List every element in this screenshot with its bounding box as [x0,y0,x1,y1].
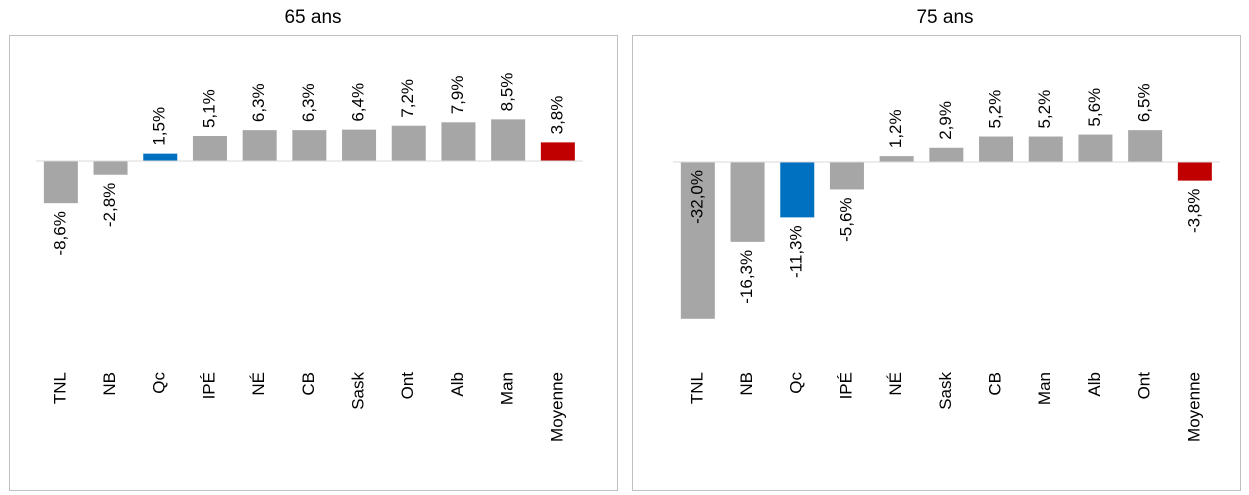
x-tick-label: Man [1035,372,1054,405]
data-label: 1,2% [886,109,905,148]
bar [143,153,178,161]
data-label: -11,3% [787,225,806,278]
data-label: 5,1% [199,89,218,128]
bar [929,147,964,162]
data-label: -2,8% [100,183,119,227]
bar [979,136,1014,162]
x-tick-label: Sask [936,372,955,410]
x-tick-label: TNL [687,372,706,404]
data-label: 1,5% [150,107,169,146]
x-tick-label: Alb [448,372,467,397]
bar [391,125,426,161]
bar [342,129,377,161]
x-tick-label: Moyenne [547,372,566,442]
data-label: 6,3% [249,83,268,122]
bar [1177,162,1212,181]
x-tick-label: CB [986,372,1005,396]
panel-border [9,35,618,491]
x-tick-label: Man [498,372,517,405]
x-tick-label: Alb [1085,372,1104,397]
x-tick-label: Qc [787,372,806,394]
bar [292,130,327,161]
data-label: 7,2% [398,79,417,118]
data-label: -8,6% [50,211,69,255]
panel-border [632,35,1241,491]
x-tick-label: Qc [150,372,169,394]
data-label: -5,6% [836,197,855,241]
bar [441,122,476,161]
x-tick-label: Ont [398,372,417,400]
data-label: 3,8% [547,96,566,135]
bar [242,130,277,161]
bar [829,162,864,190]
data-label: 6,5% [1135,83,1154,122]
x-tick-label: IPÉ [836,372,855,399]
chart-title: 65 ans [284,7,341,28]
x-tick-label: CB [299,372,318,396]
x-tick-label: NÉ [249,372,268,396]
data-label: 8,5% [498,73,517,112]
bar [43,161,78,204]
x-tick-label: TNL [50,372,69,404]
bar [680,162,715,319]
data-label: -32,0% [687,170,706,224]
x-tick-label: Sask [349,372,368,410]
x-tick-label: IPÉ [199,372,218,399]
data-label: 2,9% [936,101,955,140]
x-tick-label: Ont [1135,372,1154,400]
x-tick-label: Moyenne [1184,372,1203,442]
bar [730,162,765,242]
bar [780,162,815,218]
bar [1028,136,1063,162]
data-label: 7,9% [448,76,467,115]
data-label: -3,8% [1184,189,1203,233]
data-label: -16,3% [737,250,756,304]
chart-title: 75 ans [916,7,973,28]
bar [1128,130,1163,162]
bar [540,142,575,161]
data-label: 6,4% [349,83,368,122]
data-label: 5,2% [1035,90,1054,129]
bar [879,156,914,162]
data-label: 5,6% [1085,88,1104,127]
bar [1078,134,1113,162]
x-tick-label: NB [100,372,119,396]
data-label: 5,2% [986,90,1005,129]
bar [192,136,227,161]
data-label: 6,3% [299,83,318,122]
x-tick-label: NB [737,372,756,396]
bar [491,119,526,161]
bar [93,161,128,175]
x-tick-label: NÉ [886,372,905,396]
